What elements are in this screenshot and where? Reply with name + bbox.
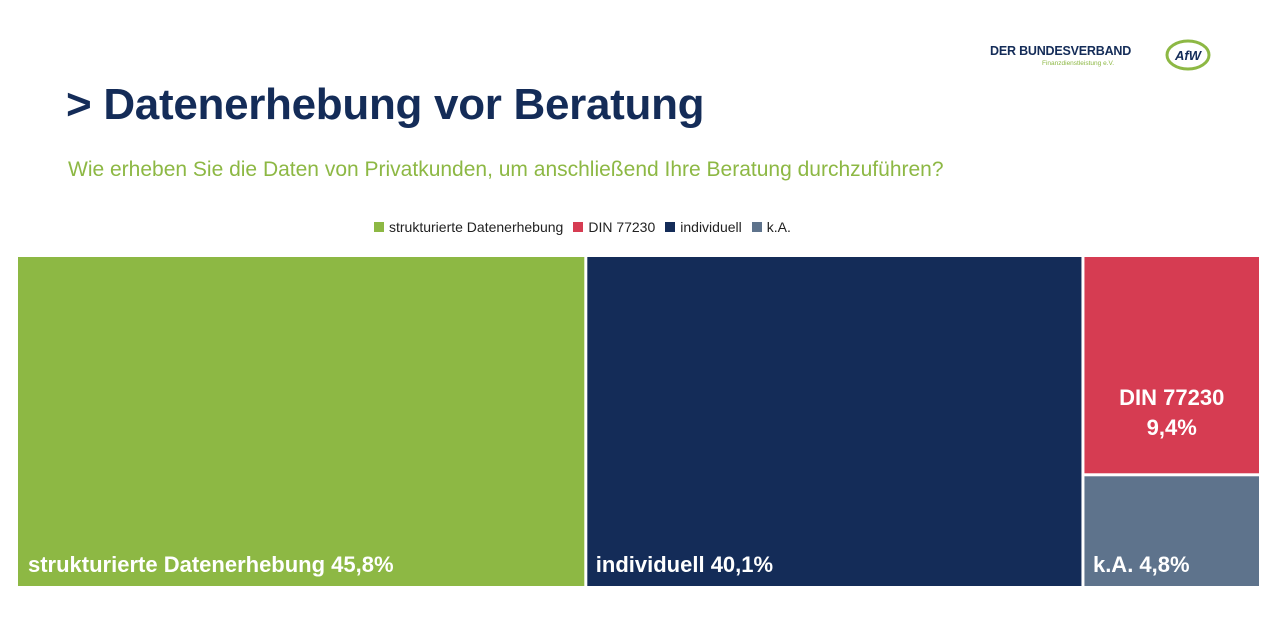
page-subtitle: Wie erheben Sie die Daten von Privatkund… bbox=[68, 158, 944, 181]
logo-mark-text: AfW bbox=[1175, 47, 1201, 63]
chart-legend: strukturierte Datenerhebung DIN 77230 in… bbox=[374, 217, 791, 237]
data-label-strukturiert: strukturierte Datenerhebung 45,8% bbox=[28, 552, 394, 577]
afw-logo-mark: AfW bbox=[1165, 38, 1211, 72]
logo-ellipse-icon bbox=[1165, 39, 1211, 71]
page-title: > Datenerhebung vor Beratung bbox=[66, 80, 705, 129]
treemap-cell-individuell bbox=[587, 257, 1082, 586]
afw-logo: DER BUNDESVERBAND Finanzdienstleistung e… bbox=[990, 38, 1220, 78]
treemap-cell-strukturiert bbox=[18, 257, 585, 586]
legend-item-individuell: individuell bbox=[665, 219, 742, 235]
legend-label: individuell bbox=[680, 219, 742, 235]
legend-swatch bbox=[573, 222, 584, 232]
data-label-din-name: DIN 77230 bbox=[1119, 385, 1224, 410]
logo-name: DER BUNDESVERBAND bbox=[990, 44, 1132, 58]
data-label-ka: k.A. 4,8% bbox=[1093, 552, 1190, 577]
legend-label: DIN 77230 bbox=[588, 219, 656, 235]
treemap-cell-din bbox=[1084, 257, 1259, 474]
treemap-cell-ka bbox=[1084, 476, 1259, 586]
legend-swatch bbox=[374, 222, 384, 232]
legend-item-strukturiert: strukturierte Datenerhebung bbox=[374, 219, 563, 235]
legend-swatch bbox=[665, 222, 676, 232]
legend-swatch bbox=[751, 222, 762, 232]
legend-item-ka: k.A. bbox=[751, 219, 791, 235]
logo-subline: Finanzdienstleistung e.V. bbox=[1042, 60, 1115, 67]
data-label-din-value: 9,4% bbox=[1147, 415, 1197, 440]
data-label-individuell: individuell 40,1% bbox=[596, 552, 773, 577]
legend-item-din: DIN 77230 bbox=[573, 219, 655, 235]
legend-label: k.A. bbox=[766, 219, 791, 235]
legend-label: strukturierte Datenerhebung bbox=[389, 219, 564, 235]
